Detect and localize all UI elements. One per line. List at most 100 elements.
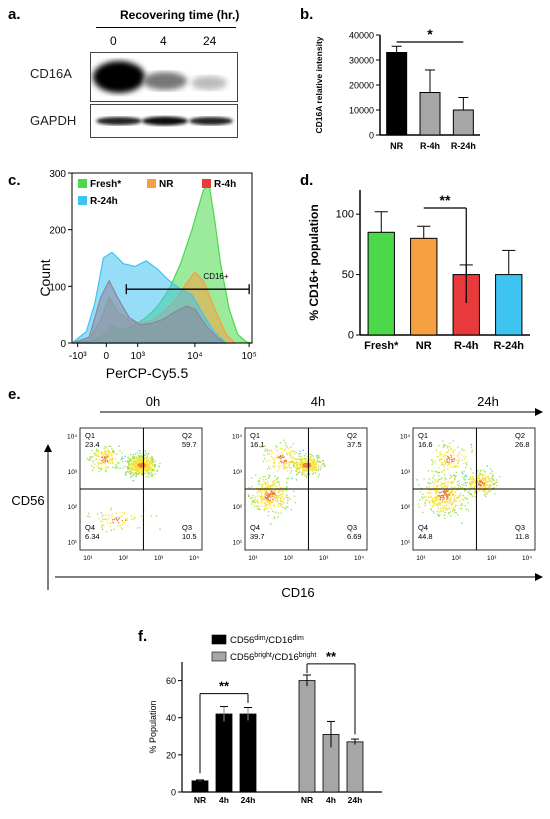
dot <box>268 485 270 487</box>
dot <box>278 491 280 493</box>
dot <box>139 458 141 460</box>
dot <box>272 482 274 484</box>
dot <box>438 460 440 462</box>
dot <box>102 528 104 531</box>
dot <box>153 465 155 468</box>
dot <box>252 500 255 502</box>
y-tick-label: 50 <box>342 269 354 281</box>
dot <box>477 470 479 472</box>
dot <box>276 495 278 497</box>
dot <box>117 518 119 521</box>
dot <box>433 512 435 514</box>
dot <box>436 503 439 505</box>
dot <box>455 512 457 514</box>
dot <box>141 472 144 475</box>
dot <box>318 473 321 476</box>
dot <box>283 439 285 441</box>
legend-label: CD56bright/CD16bright <box>230 652 316 664</box>
dot <box>443 455 445 458</box>
dot <box>463 478 465 480</box>
dot <box>426 492 428 494</box>
dot <box>418 506 421 508</box>
dot <box>444 461 446 463</box>
y-axis-label: CD16A relative intensity <box>314 36 324 133</box>
dot <box>256 492 259 494</box>
dot <box>456 484 459 486</box>
dot <box>94 463 96 465</box>
dot <box>444 511 446 514</box>
dot <box>474 479 476 482</box>
dot <box>275 511 277 513</box>
dot <box>440 496 442 498</box>
dot <box>313 466 316 469</box>
dot <box>276 500 279 502</box>
dot <box>292 443 294 445</box>
dot <box>473 478 475 480</box>
dot <box>285 495 287 497</box>
dot <box>121 511 123 513</box>
dot <box>457 466 460 468</box>
dot <box>132 469 134 471</box>
dot <box>286 466 289 469</box>
dot <box>437 490 439 493</box>
dot <box>256 491 258 493</box>
dot <box>122 467 124 469</box>
dot <box>275 448 277 451</box>
dot <box>101 527 103 529</box>
dot <box>441 486 443 488</box>
dot <box>437 495 439 498</box>
dot <box>280 456 282 458</box>
dot <box>437 496 440 499</box>
dot <box>455 499 457 501</box>
dot <box>470 492 473 495</box>
dot <box>268 510 270 513</box>
dot <box>449 492 451 494</box>
dot <box>137 470 140 472</box>
dot <box>253 498 255 501</box>
dot <box>137 460 140 462</box>
dot <box>107 451 110 453</box>
dot <box>310 464 313 466</box>
dot <box>440 478 442 480</box>
dot <box>441 477 443 479</box>
dot <box>447 463 450 466</box>
dot <box>470 446 473 448</box>
dot <box>130 460 132 462</box>
dot <box>443 514 446 516</box>
dot <box>310 456 312 458</box>
dot <box>137 468 139 471</box>
dot <box>450 492 452 494</box>
dot <box>451 476 453 478</box>
dot <box>149 457 151 460</box>
dot <box>111 519 114 521</box>
dot <box>450 454 452 456</box>
dot <box>461 504 463 506</box>
dot <box>154 463 156 466</box>
dot <box>98 470 100 473</box>
dot <box>99 462 101 465</box>
dot <box>451 460 453 462</box>
dot <box>442 482 445 485</box>
dot <box>277 494 280 497</box>
dot <box>125 518 127 520</box>
dot <box>296 462 298 464</box>
dot <box>293 490 295 492</box>
dot <box>430 496 433 498</box>
dot <box>132 465 134 467</box>
y-tick-label: 0 <box>60 339 66 350</box>
dot <box>287 496 289 499</box>
dot <box>309 468 311 470</box>
dot <box>447 445 449 447</box>
dot <box>301 466 303 468</box>
dot <box>484 487 486 489</box>
dot <box>268 499 270 501</box>
dot <box>428 489 430 491</box>
dot <box>129 472 131 474</box>
dot <box>269 487 272 489</box>
dot <box>140 454 142 457</box>
dot <box>278 483 281 485</box>
dot <box>100 451 102 453</box>
